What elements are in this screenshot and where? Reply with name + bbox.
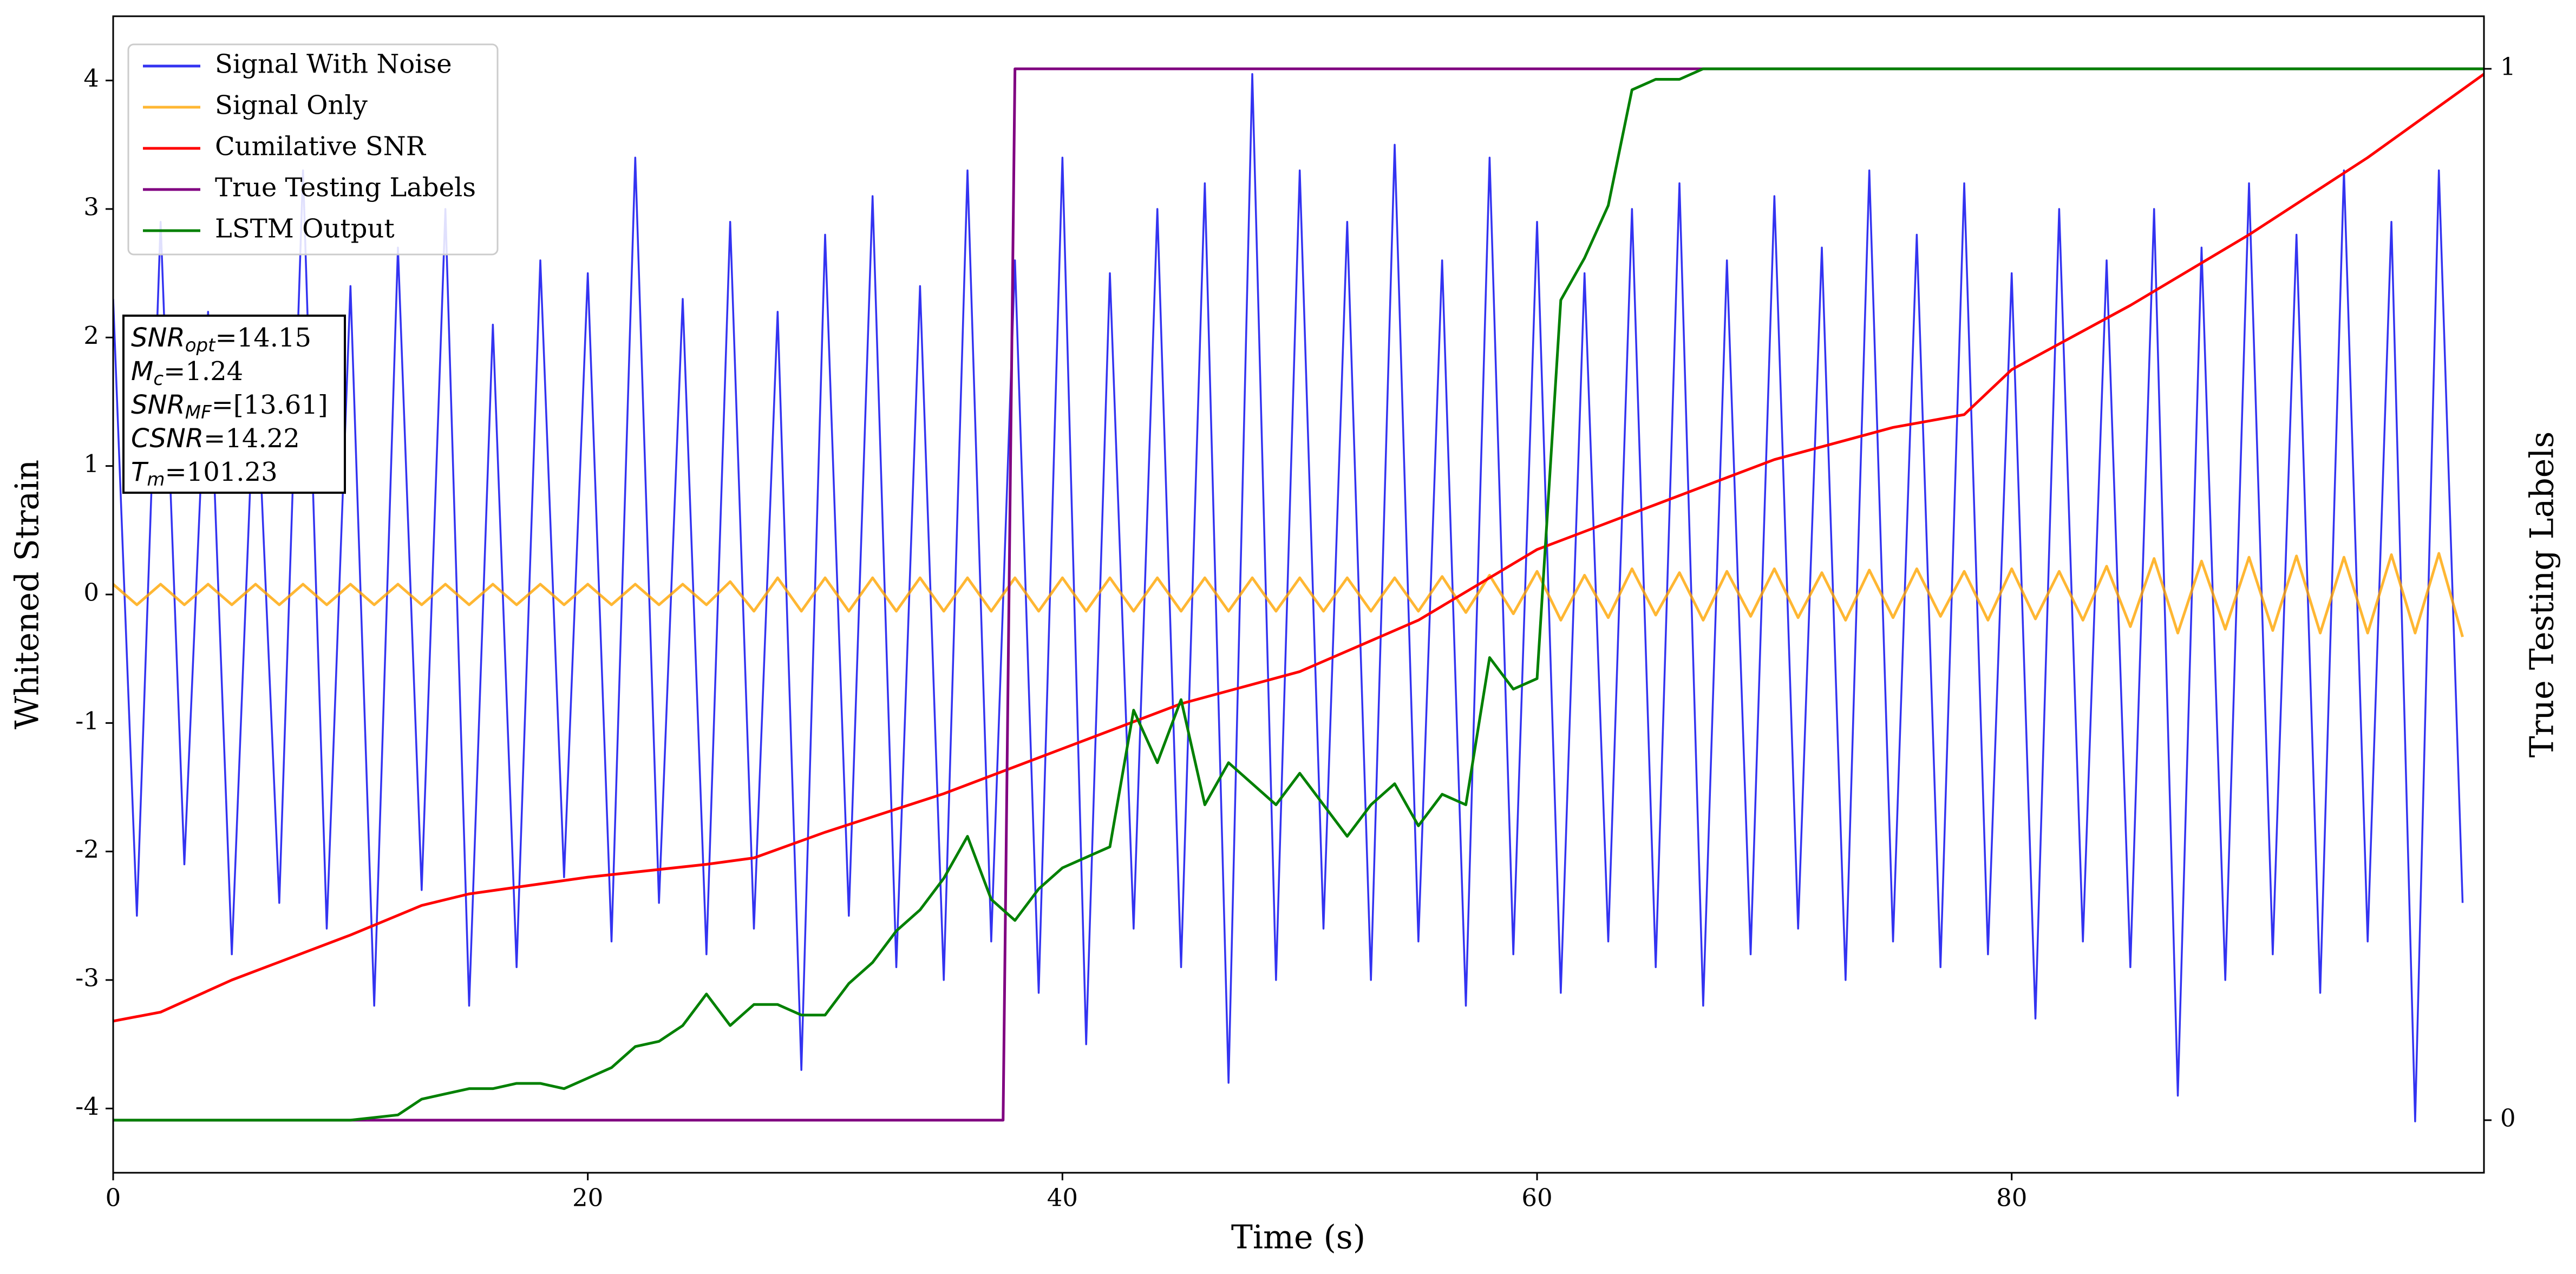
x-tick-label: 80: [1996, 1184, 2027, 1212]
y-tick-label: -3: [75, 964, 99, 992]
x-tick-label: 0: [106, 1184, 121, 1212]
annotation-part: CSNR: [131, 423, 204, 454]
annotation-part: =14.15: [215, 323, 311, 353]
series-line: [113, 552, 2464, 638]
series-line: [113, 67, 2484, 1122]
y2-tick-label: 0: [2500, 1103, 2516, 1132]
y-tick-label: 4: [83, 64, 99, 93]
annotation-part: =[13.61]: [212, 390, 328, 420]
legend-label: Signal Only: [215, 90, 368, 121]
annotation-line: Tm=101.23: [131, 457, 278, 491]
annotation-line: SNRopt=14.15: [131, 323, 311, 356]
y-tick-label: -1: [75, 707, 99, 735]
annotation-part: =14.22: [204, 423, 300, 454]
legend-label: Cumilative SNR: [215, 132, 427, 162]
annotation-line: CSNR=14.22: [131, 423, 300, 454]
legend-label: Signal With Noise: [215, 49, 452, 80]
legend-label: True Testing Labels: [215, 173, 476, 203]
plot-area: [113, 67, 2484, 1122]
legend-label: LSTM Output: [215, 214, 395, 244]
x-tick-label: 20: [572, 1184, 603, 1212]
annotation-box: [122, 315, 346, 494]
y-tick-label: -4: [75, 1092, 99, 1121]
annotation-part: MF: [185, 402, 212, 423]
x-tick-label: 60: [1521, 1184, 1552, 1212]
annotation-part: =1.24: [164, 356, 243, 387]
annotation-part: opt: [185, 335, 216, 356]
x-tick-label: 40: [1047, 1184, 1078, 1212]
y2-axis-label: True Testing Labels: [2523, 432, 2561, 758]
annotation-part: SNR: [131, 390, 185, 420]
y-tick-label: 2: [83, 321, 99, 350]
annotation-part: M: [131, 356, 153, 387]
y-axis-label: Whitened Strain: [9, 460, 47, 729]
y-tick-label: 1: [83, 449, 99, 478]
legend-box: [127, 43, 499, 256]
annotation-part: c: [153, 368, 164, 390]
annotation-part: SNR: [131, 323, 185, 353]
y-tick-label: 0: [83, 578, 99, 607]
annotation-line: SNRMF=[13.61]: [131, 390, 328, 423]
x-axis-label: Time (s): [1231, 1219, 1365, 1257]
series-line: [113, 73, 2464, 1122]
y2-tick-label: 1: [2500, 53, 2516, 81]
annotation-part: T: [131, 457, 149, 487]
annotation-part: =101.23: [165, 457, 277, 487]
annotation-part: m: [147, 469, 165, 491]
y-tick-label: -2: [75, 835, 99, 864]
annotation-line: Mc=1.24: [131, 356, 243, 390]
y-tick-label: 3: [83, 193, 99, 221]
